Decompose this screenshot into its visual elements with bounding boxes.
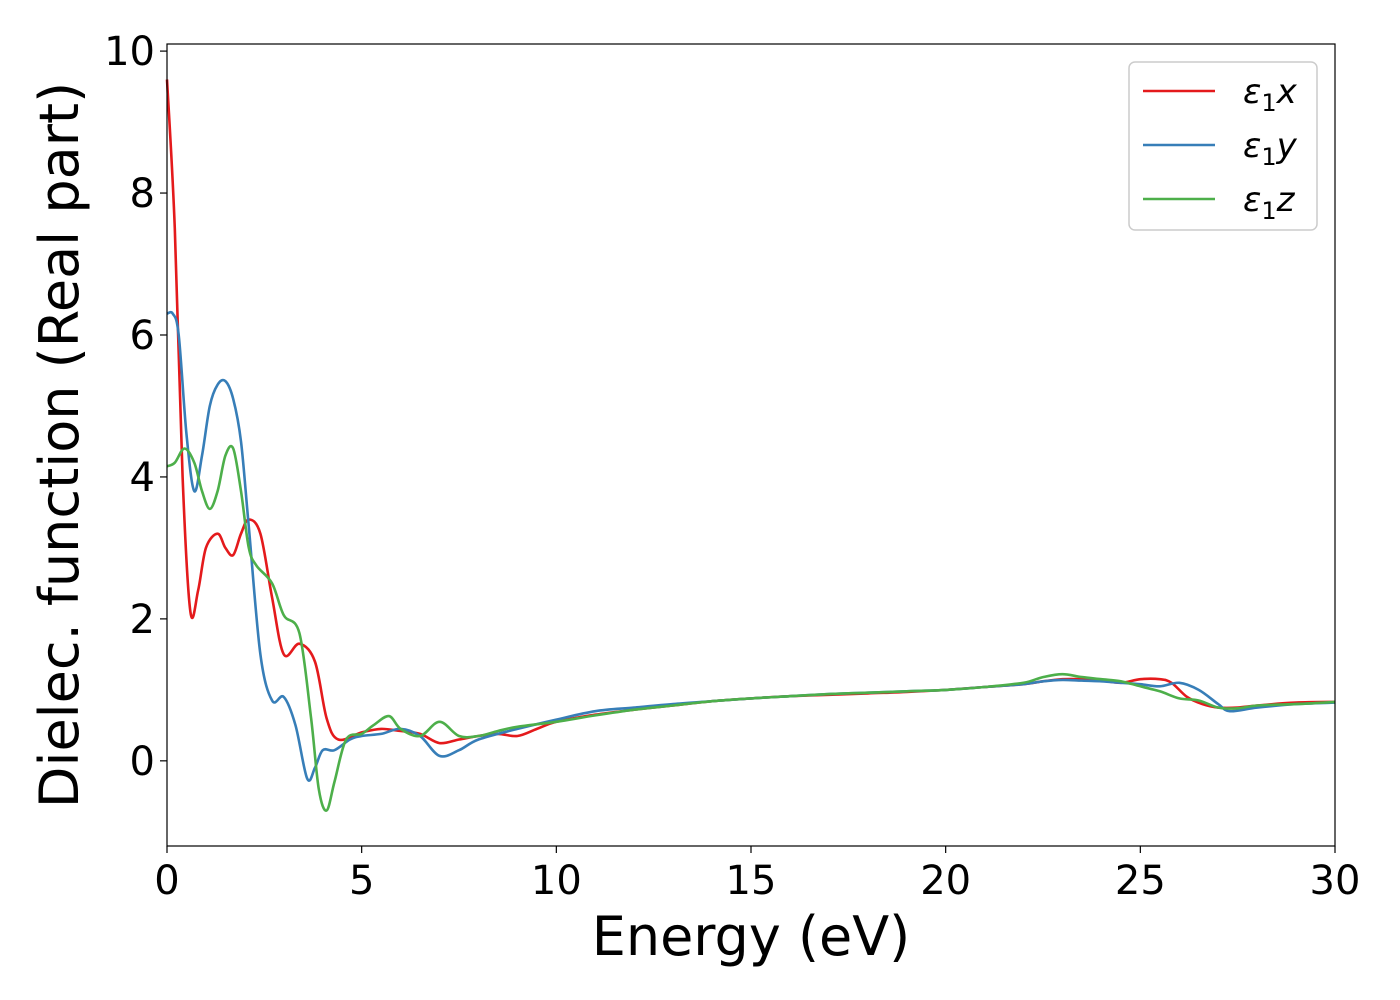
y-axis-title: Dielec. function (Real part) [28,82,91,808]
series-line-x [165,79,1336,745]
x-tick-label: 15 [726,858,777,904]
legend-label-z: ε1z [1243,180,1296,225]
y-tick-label: 4 [130,455,155,501]
x-axis-title: Energy (eV) [592,905,911,968]
x-tick-label: 0 [154,858,179,904]
y-tick-label: 10 [104,29,155,75]
x-tick-label: 20 [920,858,971,904]
legend-label-y: ε1y [1243,126,1298,171]
legend-box [1128,61,1318,231]
x-tick-label: 25 [1115,858,1166,904]
y-tick-label: 8 [130,171,155,217]
x-axis-ticks: 0 5 10 15 20 25 30 [154,846,1360,904]
x-tick-label: 5 [349,858,374,904]
y-tick-label: 2 [130,597,155,643]
x-tick-label: 30 [1310,858,1361,904]
y-axis-ticks: 0 2 4 6 8 10 [104,29,167,785]
series-line-z [166,444,1336,812]
series-lines [165,79,1336,812]
y-tick-label: 6 [130,313,155,359]
x-tick-label: 10 [531,858,582,904]
y-tick-label: 0 [130,739,155,785]
legend: ε1x ε1y ε1z [1128,61,1318,231]
legend-label-x: ε1x [1243,72,1298,117]
series-line-y [166,310,1336,782]
